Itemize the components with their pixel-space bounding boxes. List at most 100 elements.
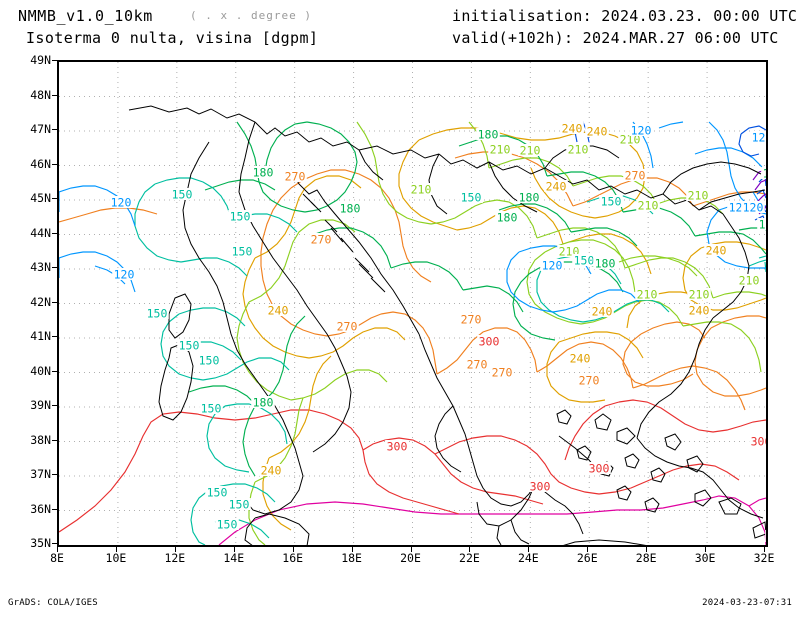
- contour-label: 180: [519, 191, 540, 205]
- contour-label: 210: [411, 183, 432, 197]
- contour-label: 120: [114, 268, 135, 282]
- contour-label: 240: [261, 464, 282, 478]
- model-title: NMMB_v1.0_10km: [18, 7, 153, 25]
- y-tick-mark: [52, 543, 57, 544]
- contour-label: 270: [311, 233, 332, 247]
- x-tick-mark: [57, 547, 58, 552]
- contour-label: 240: [689, 304, 710, 318]
- y-tick-mark: [52, 405, 57, 406]
- y-tick-label: 35N: [30, 536, 51, 550]
- coastlines: [128, 105, 766, 545]
- contour-label: 240: [268, 304, 289, 318]
- x-tick-mark: [528, 547, 530, 552]
- contour-label: 180: [340, 202, 361, 216]
- x-tick-mark: [469, 547, 471, 552]
- contour-label: 240: [546, 180, 567, 194]
- contour-label: 300: [751, 435, 766, 449]
- contour-label: 210: [568, 143, 589, 157]
- contour-label: 120: [111, 196, 132, 210]
- contour-label: 150: [201, 402, 222, 416]
- contour-label: 210: [638, 199, 659, 213]
- contour-label: 180: [595, 257, 616, 271]
- contour-map-plot: 1801501201801502702101501802402701802101…: [57, 60, 768, 547]
- degree-note: ( . x . degree ): [190, 9, 312, 22]
- y-tick-mark: [52, 439, 57, 441]
- x-tick-mark: [705, 547, 707, 552]
- y-tick-label: 39N: [30, 398, 51, 412]
- contour-label: 150: [172, 188, 193, 202]
- y-tick-label: 42N: [30, 294, 51, 309]
- x-tick-label: 24E: [517, 551, 539, 565]
- contour-label: 210: [739, 274, 760, 288]
- contour-label: 270: [467, 358, 488, 372]
- y-tick-label: 36N: [30, 501, 51, 516]
- grid-lines: [59, 62, 766, 545]
- y-tick-label: 43N: [30, 260, 51, 274]
- y-tick-mark: [52, 198, 57, 199]
- x-tick-label: 20E: [400, 551, 421, 565]
- contour-label: 150: [207, 486, 228, 500]
- y-tick-label: 44N: [30, 225, 51, 240]
- y-tick-label: 40N: [30, 363, 51, 378]
- initialisation-time: initialisation: 2024.03.23. 00:00 UTC: [452, 7, 798, 25]
- contour-label: 270: [492, 366, 513, 380]
- field-title: Isoterma 0 nulta, visina [dgpm]: [26, 29, 319, 47]
- contour-label: 180: [497, 211, 518, 225]
- contour-label: 120: [542, 259, 563, 273]
- x-tick-label: 16E: [282, 551, 304, 565]
- contour-label: 270: [337, 320, 358, 334]
- x-tick-label: 22E: [459, 551, 480, 565]
- x-tick-label: 12E: [164, 551, 186, 565]
- y-tick-label: 38N: [30, 432, 51, 447]
- contour-label: 300: [589, 462, 610, 476]
- x-tick-mark: [115, 547, 117, 552]
- source-credit: GrADS: COLA/IGES: [8, 598, 98, 608]
- contour-label: 150: [147, 307, 168, 321]
- contour-label: 240: [706, 244, 727, 258]
- contour-map-canvas: 1801501201801502702101501802402701802101…: [59, 62, 766, 545]
- x-tick-mark: [292, 547, 294, 552]
- y-tick-mark: [52, 94, 57, 96]
- contour-label: 150: [217, 518, 238, 532]
- contour-label: 120: [631, 124, 652, 138]
- contour-label: 150: [574, 254, 595, 268]
- contour-label: 210: [689, 288, 710, 302]
- contour-label: 150: [232, 245, 253, 259]
- contour-labels: 1801501201801502702101501802402701802101…: [109, 122, 766, 542]
- render-timestamp: 2024-03-23-07:31: [702, 598, 792, 608]
- y-tick-mark: [52, 232, 57, 234]
- contour-label: 270: [285, 170, 306, 184]
- contour-label: 300: [387, 440, 408, 454]
- y-tick-label: 45N: [30, 191, 51, 205]
- contour-level-300: [59, 399, 766, 533]
- contour-label: 240: [570, 352, 591, 366]
- x-tick-label: 18E: [341, 551, 362, 565]
- y-tick-mark: [52, 508, 57, 510]
- x-tick-label: 30E: [694, 551, 716, 565]
- contour-label: 180: [763, 167, 766, 181]
- y-tick-label: 46N: [30, 156, 51, 171]
- x-tick-label: 14E: [223, 551, 245, 565]
- x-tick-label: 8E: [50, 551, 64, 565]
- contour-label: 120: [752, 131, 766, 145]
- contour-label: 150: [229, 498, 250, 512]
- y-tick-mark: [52, 60, 57, 61]
- y-tick-mark: [52, 129, 57, 130]
- contour-label: 180: [759, 218, 766, 232]
- y-tick-label: 49N: [30, 53, 51, 67]
- y-tick-mark: [52, 370, 57, 372]
- contour-label: 180: [478, 128, 499, 142]
- contour-label: 150: [179, 339, 200, 353]
- x-tick-label: 26E: [576, 551, 598, 565]
- contour-label: 150: [199, 354, 220, 368]
- x-tick-mark: [351, 547, 353, 552]
- contour-level-150: [134, 177, 766, 545]
- contour-label: 240: [592, 305, 613, 319]
- contour-label: 300: [530, 480, 551, 494]
- contour-label: 270: [461, 313, 482, 327]
- valid-time: valid(+102h): 2024.MAR.27 06:00 UTC: [452, 29, 779, 47]
- contour-level-330: [218, 495, 766, 545]
- contour-label: 210: [688, 189, 709, 203]
- contour-label: 270: [625, 169, 646, 183]
- contour-label: 300: [479, 335, 500, 349]
